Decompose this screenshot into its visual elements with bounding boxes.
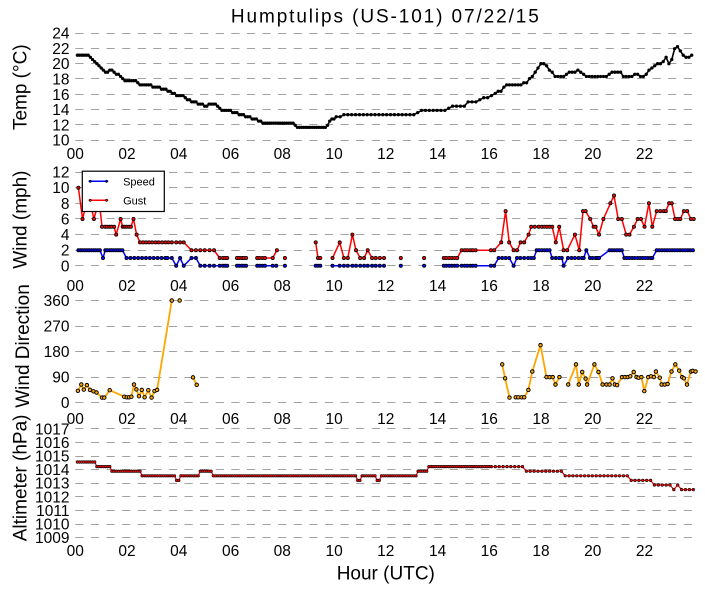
svg-text:4: 4	[61, 227, 70, 244]
svg-text:00: 00	[67, 411, 85, 428]
svg-text:16: 16	[481, 411, 498, 428]
svg-text:20: 20	[584, 146, 602, 163]
svg-text:Wind (mph): Wind (mph)	[11, 171, 32, 269]
svg-text:04: 04	[170, 278, 188, 295]
svg-text:12: 12	[377, 411, 394, 428]
svg-text:1010: 1010	[35, 517, 70, 534]
svg-text:22: 22	[636, 411, 653, 428]
svg-text:16: 16	[481, 543, 498, 560]
svg-text:90: 90	[52, 370, 70, 387]
svg-text:10: 10	[52, 133, 70, 150]
svg-text:270: 270	[44, 319, 70, 336]
svg-text:06: 06	[222, 411, 239, 428]
svg-text:12: 12	[377, 278, 394, 295]
svg-text:14: 14	[52, 102, 70, 119]
svg-text:360: 360	[44, 293, 70, 310]
svg-text:22: 22	[636, 146, 653, 163]
svg-text:08: 08	[274, 411, 291, 428]
svg-text:00: 00	[67, 543, 85, 560]
svg-text:18: 18	[532, 146, 549, 163]
svg-text:06: 06	[222, 278, 239, 295]
svg-text:08: 08	[274, 543, 291, 560]
svg-text:24: 24	[52, 26, 70, 43]
svg-text:02: 02	[118, 411, 135, 428]
svg-text:04: 04	[170, 146, 188, 163]
svg-text:0: 0	[61, 258, 70, 275]
svg-text:16: 16	[481, 146, 498, 163]
svg-text:12: 12	[52, 165, 69, 182]
svg-text:02: 02	[118, 543, 135, 560]
svg-text:1012: 1012	[35, 489, 69, 506]
svg-text:1014: 1014	[35, 462, 70, 479]
svg-text:14: 14	[429, 411, 447, 428]
svg-text:18: 18	[532, 543, 549, 560]
svg-text:00: 00	[67, 146, 85, 163]
svg-text:1009: 1009	[35, 530, 69, 547]
svg-text:22: 22	[636, 278, 653, 295]
svg-text:00: 00	[67, 278, 85, 295]
svg-text:Altimeter (hPa): Altimeter (hPa)	[11, 415, 32, 542]
svg-text:02: 02	[118, 278, 135, 295]
svg-text:Wind Direction: Wind Direction	[13, 284, 34, 408]
svg-text:Speed: Speed	[123, 177, 155, 189]
svg-text:20: 20	[584, 543, 602, 560]
svg-text:Humptulips (US-101) 07/22/15: Humptulips (US-101) 07/22/15	[231, 6, 541, 27]
svg-text:08: 08	[274, 278, 291, 295]
svg-text:22: 22	[52, 41, 69, 58]
svg-text:10: 10	[52, 180, 70, 197]
svg-text:1017: 1017	[35, 421, 69, 438]
svg-text:12: 12	[377, 543, 394, 560]
svg-text:20: 20	[52, 56, 70, 73]
svg-text:2: 2	[61, 243, 70, 260]
svg-text:06: 06	[222, 146, 239, 163]
svg-text:1011: 1011	[36, 503, 69, 520]
svg-text:16: 16	[481, 278, 498, 295]
svg-text:1016: 1016	[35, 435, 69, 452]
svg-text:02: 02	[118, 146, 135, 163]
svg-text:10: 10	[325, 278, 343, 295]
svg-text:Temp (°C): Temp (°C)	[11, 44, 32, 130]
svg-text:20: 20	[584, 278, 602, 295]
svg-text:04: 04	[170, 543, 188, 560]
svg-text:16: 16	[52, 87, 69, 104]
svg-text:6: 6	[61, 211, 70, 228]
svg-text:12: 12	[52, 117, 69, 134]
svg-text:22: 22	[636, 543, 653, 560]
svg-text:18: 18	[532, 278, 549, 295]
svg-text:14: 14	[429, 278, 447, 295]
svg-text:10: 10	[325, 146, 343, 163]
svg-text:06: 06	[222, 543, 239, 560]
svg-text:1013: 1013	[35, 476, 69, 493]
svg-text:14: 14	[429, 146, 447, 163]
svg-text:04: 04	[170, 411, 188, 428]
svg-text:20: 20	[584, 411, 602, 428]
svg-text:Gust: Gust	[123, 196, 146, 208]
svg-text:14: 14	[429, 543, 447, 560]
svg-text:Hour (UTC): Hour (UTC)	[337, 563, 435, 584]
svg-text:18: 18	[532, 411, 549, 428]
svg-text:8: 8	[61, 196, 70, 213]
svg-text:10: 10	[325, 411, 343, 428]
svg-text:18: 18	[52, 72, 69, 89]
svg-text:10: 10	[325, 543, 343, 560]
svg-text:1015: 1015	[35, 449, 69, 466]
svg-text:08: 08	[274, 146, 291, 163]
svg-text:0: 0	[61, 395, 70, 412]
svg-text:12: 12	[377, 146, 394, 163]
svg-text:180: 180	[44, 344, 70, 361]
